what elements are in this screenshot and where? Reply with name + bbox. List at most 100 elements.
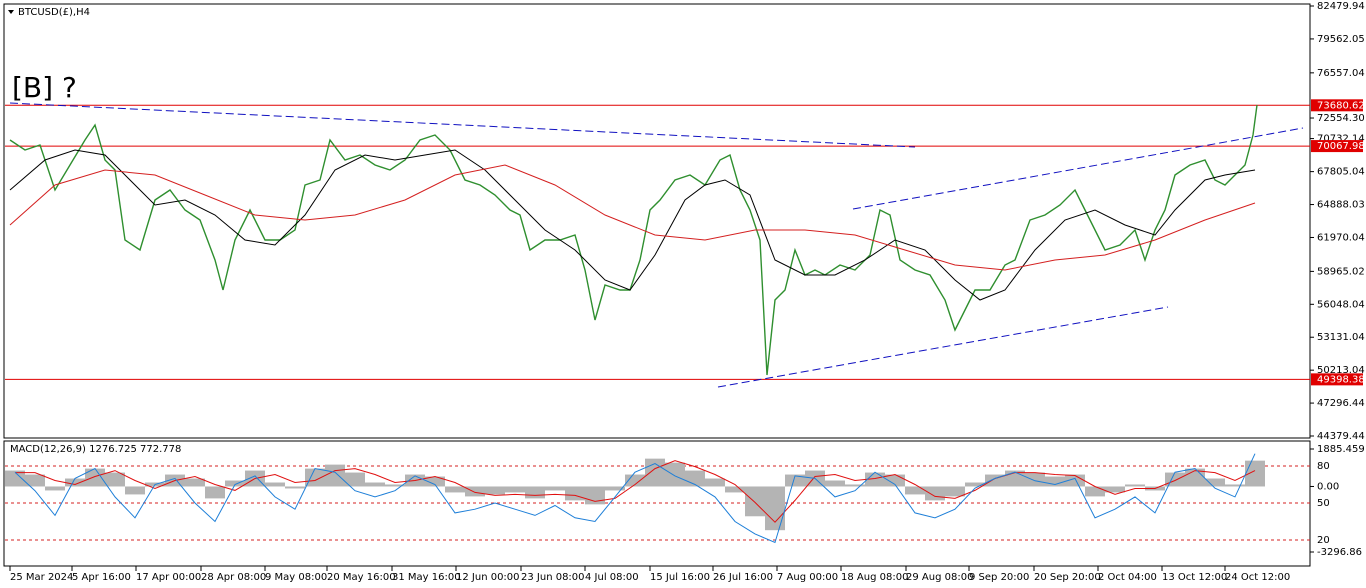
y-tick-label: 56048.04 [1317, 299, 1365, 310]
price-line [9, 164, 1256, 271]
y-tick-label: 70732.14 [1317, 134, 1365, 145]
macd-bar [945, 486, 965, 497]
y-tick-label: 79562.05 [1317, 34, 1365, 45]
macd-bar [1025, 472, 1045, 487]
macd-bar [1165, 472, 1185, 487]
macd-title: MACD(12,26,9) 1276.725 772.778 [10, 444, 181, 455]
macd-bar [125, 486, 145, 495]
main-frame [3, 3, 1311, 439]
macd-bar [465, 486, 485, 497]
y-tick-label: -3296.86 [1317, 547, 1362, 558]
y-tick-label: 1885.459 [1317, 444, 1365, 455]
x-tick-label: 7 Aug 00:00 [777, 572, 838, 583]
y-tick-label: 64888.03 [1317, 200, 1365, 211]
x-tick-label: 23 Jun 08:00 [521, 572, 585, 583]
macd-bar [545, 486, 565, 491]
macd-bar [845, 484, 865, 487]
macd-bar [45, 486, 65, 491]
macd-bar [885, 474, 905, 487]
y2-tick-label: 80 [1317, 461, 1330, 472]
y2-tick-label: 20 [1317, 535, 1330, 546]
macd-bar [485, 486, 505, 495]
macd-bar [525, 486, 545, 499]
macd-bar [905, 486, 925, 495]
x-tick-label: 12 Jun 00:00 [456, 572, 520, 583]
price-level-label: 49398.38 [1317, 374, 1365, 385]
y-tick-label: 58965.02 [1317, 266, 1365, 277]
macd-bar [1225, 484, 1245, 487]
macd-bar [565, 486, 585, 501]
macd-bar [605, 486, 625, 491]
macd-bar [225, 480, 245, 487]
macd-bar [505, 486, 525, 493]
macd-bar [1125, 484, 1145, 487]
macd-bar [725, 486, 745, 493]
x-tick-label: 5 Apr 16:00 [72, 572, 131, 583]
macd-bar [1065, 474, 1085, 487]
x-tick-label: 26 Jul 16:00 [713, 572, 773, 583]
macd-bar [925, 486, 945, 501]
wave-annotation: [B] ? [12, 71, 77, 104]
x-tick-label: 20 May 16:00 [327, 572, 396, 583]
macd-bar [865, 472, 885, 487]
macd-bar [25, 474, 45, 487]
macd-bar [385, 484, 405, 487]
plot: 82479.94 79562.05 76557.04 72554.30 70732.14… [5, 1, 1365, 583]
macd-bar [705, 478, 725, 487]
macd-bar [365, 482, 385, 487]
x-tick-label: 20 Sep 20:00 [1034, 572, 1101, 583]
x-tick-label: 28 Apr 08:00 [201, 572, 266, 583]
y-tick-label: 67805.04 [1317, 167, 1365, 178]
price-level-label: 70067.98 [1317, 141, 1365, 152]
price-level-box [1311, 373, 1363, 386]
y-tick-label: 50213.04 [1317, 365, 1365, 376]
x-tick-label: 15 Jul 16:00 [650, 572, 710, 583]
macd-bar [825, 480, 845, 487]
price-line [9, 149, 1256, 301]
trend-line [852, 127, 1304, 210]
macd-bar [205, 486, 225, 499]
macd-bar [785, 474, 805, 487]
symbol-title: BTCUSD(£),H4 [18, 7, 90, 18]
macd-bar [345, 472, 365, 487]
macd-bar [105, 472, 125, 487]
x-tick-label: 9 Sep 20:00 [969, 572, 1029, 583]
x-tick-label: 4 Jul 08:00 [585, 572, 639, 583]
trend-line [9, 102, 916, 148]
x-tick-label: 13 Oct 12:00 [1162, 572, 1227, 583]
macd-bar [65, 478, 85, 487]
x-tick-label: 25 Mar 2024 [10, 572, 73, 583]
macd-bar [965, 482, 985, 487]
x-tick-label: 2 Oct 04:00 [1098, 572, 1157, 583]
macd-bar [185, 478, 205, 487]
y-tick-label: 53131.04 [1317, 332, 1365, 343]
price-level-label: 73680.62 [1317, 100, 1365, 111]
macd-bar [1105, 486, 1125, 493]
y-tick-label: 47296.44 [1317, 398, 1365, 409]
price-level-box [1311, 140, 1363, 153]
y-tick-label: 44379.44 [1317, 431, 1365, 442]
macd-bar [745, 486, 765, 517]
y-tick-label: 61970.04 [1317, 232, 1365, 243]
macd-bar [1085, 486, 1105, 497]
price-line [9, 104, 1258, 376]
macd-bar [1245, 460, 1265, 487]
macd-bar [265, 482, 285, 487]
menu-arrow[interactable] [8, 10, 14, 14]
x-tick-label: 17 Apr 00:00 [136, 572, 201, 583]
macd-bar [85, 468, 105, 487]
x-tick-label: 31 May 16:00 [392, 572, 461, 583]
y2-tick-label: 50 [1317, 498, 1330, 509]
macd-bar [765, 486, 785, 531]
x-tick-label: 24 Oct 12:00 [1225, 572, 1290, 583]
macd-bar [445, 486, 465, 493]
macd-bar [305, 468, 325, 487]
macd-bar [625, 474, 645, 487]
x-tick-label: 18 Aug 08:00 [841, 572, 908, 583]
y-tick-label: 82479.94 [1317, 1, 1365, 12]
indicator-line [14, 453, 1256, 544]
indicator-line [15, 460, 1256, 523]
y-tick-label: 72554.30 [1317, 113, 1365, 124]
